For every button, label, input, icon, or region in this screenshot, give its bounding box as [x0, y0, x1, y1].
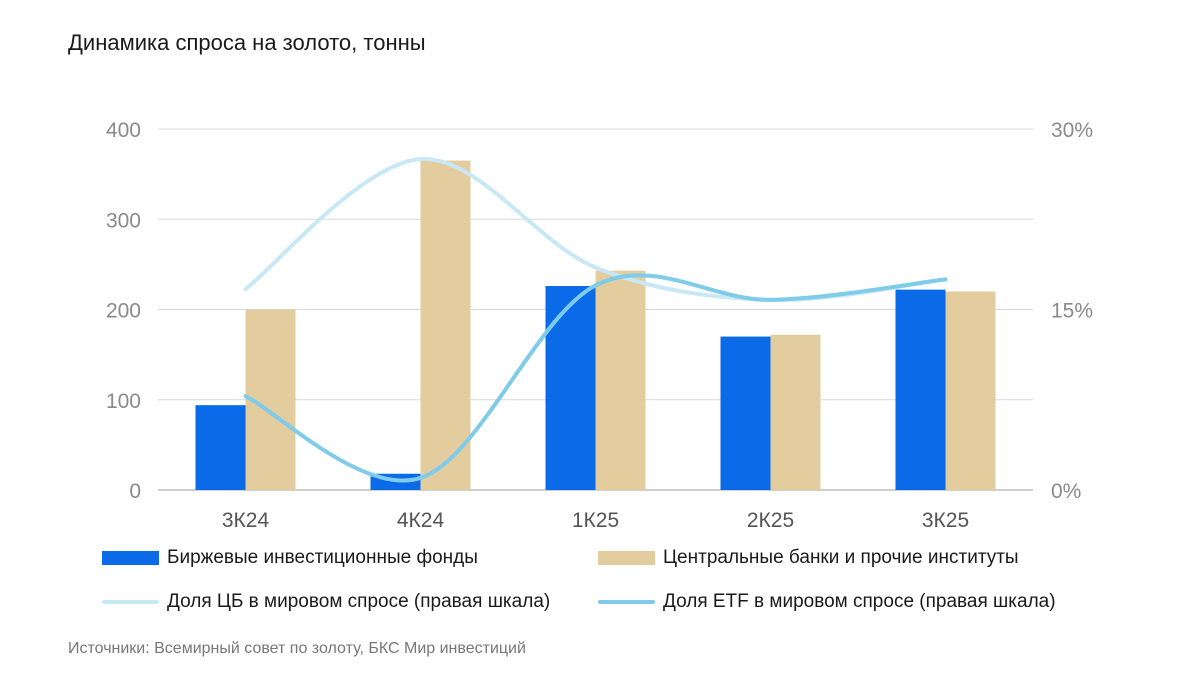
- cb-bar: [945, 291, 996, 490]
- left-tick-label: 400: [106, 119, 141, 142]
- etf-bar: [195, 405, 246, 490]
- bars-group: [195, 160, 996, 490]
- category-labels: 3К24 4К24 1К25 2К25 3К25: [222, 509, 969, 532]
- source-note: Источники: Всемирный совет по золоту, БК…: [68, 640, 526, 657]
- right-tick-label: 0%: [1051, 480, 1081, 503]
- left-tick-label: 300: [106, 209, 141, 232]
- category-label: 1К25: [572, 509, 619, 532]
- cb-bar: [420, 160, 471, 490]
- cb-bar: [595, 270, 646, 490]
- etf-bar: [895, 289, 946, 490]
- right-tick-label: 15%: [1051, 300, 1093, 323]
- category-label: 4К24: [397, 509, 445, 532]
- right-tick-label: 30%: [1051, 119, 1093, 142]
- left-tick-label: 0: [129, 480, 141, 503]
- left-axis-ticks: 0 100 200 300 400: [106, 119, 141, 503]
- right-axis-ticks: 0% 15% 30%: [1051, 119, 1093, 503]
- left-tick-label: 100: [106, 390, 141, 413]
- category-label: 3К24: [222, 509, 270, 532]
- category-label: 2К25: [747, 509, 794, 532]
- chart-title: Динамика спроса на золото, тонны: [68, 30, 426, 55]
- etf-bar: [545, 286, 596, 490]
- lines-group: [243, 157, 948, 483]
- etf-share-line: [243, 273, 948, 483]
- etf-bar: [720, 336, 771, 490]
- category-label: 3К25: [922, 509, 969, 532]
- left-tick-label: 200: [106, 300, 141, 323]
- cb-bar: [770, 334, 821, 490]
